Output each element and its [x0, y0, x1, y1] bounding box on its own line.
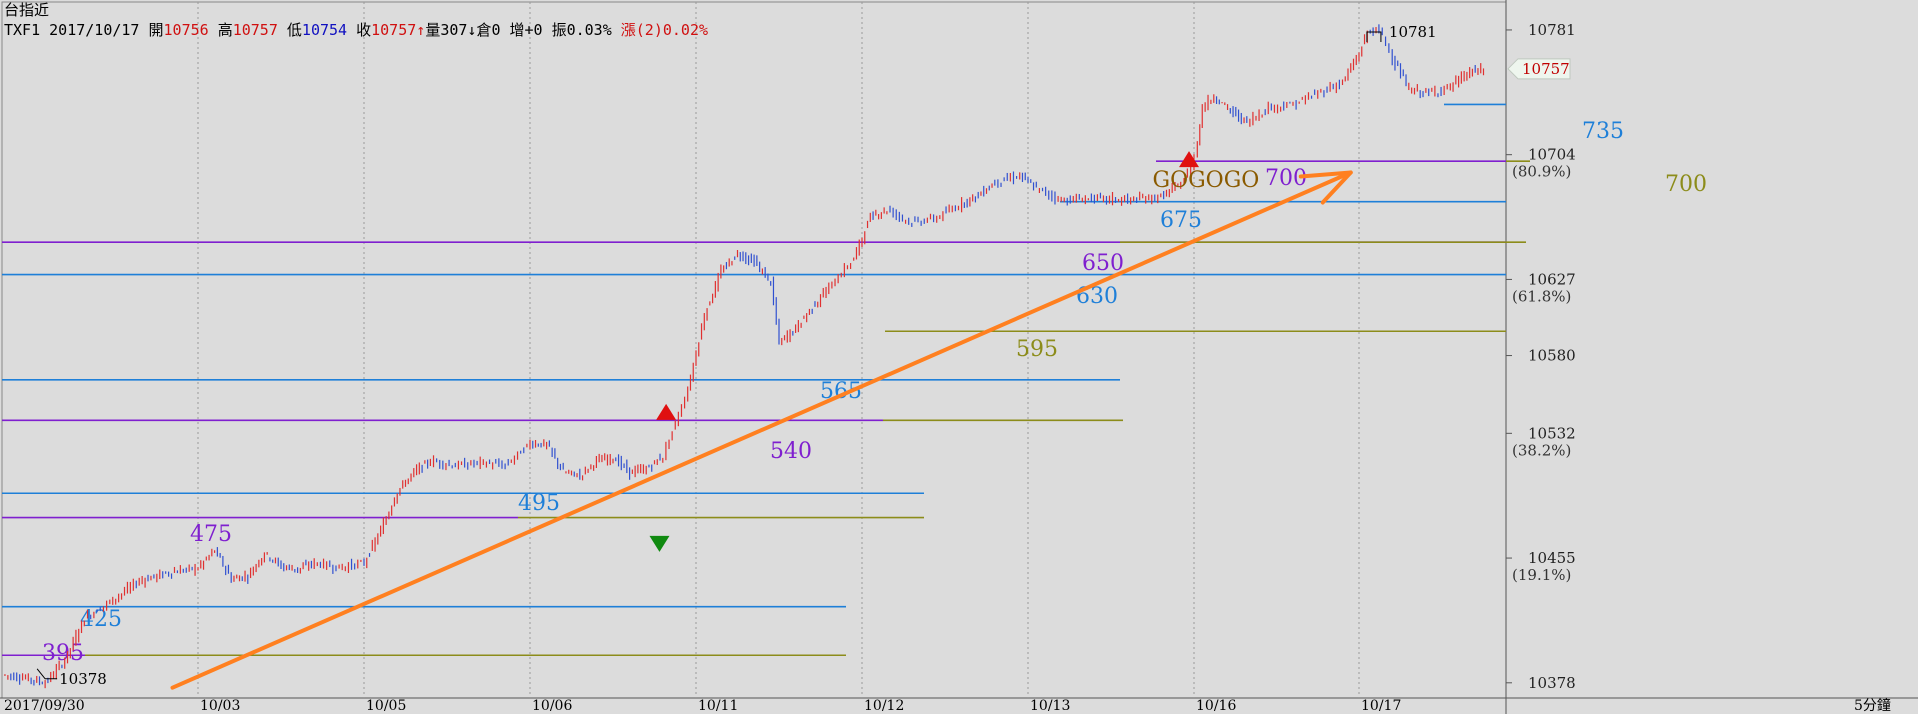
session-label: 10/12 — [864, 698, 904, 714]
session-label: 10/05 — [366, 698, 406, 714]
low-annotation: 10378 — [59, 670, 107, 688]
y-tick-label: 10580 — [1528, 347, 1576, 365]
close-value: 10757 — [371, 21, 417, 39]
y-tick-label: 10378 — [1528, 674, 1576, 692]
level-label-425: 425 — [80, 607, 122, 632]
up-arrow-icon: ↑ — [416, 21, 426, 39]
down-arrow-icon: ↓ — [467, 21, 477, 39]
last-price-tag — [1507, 58, 1571, 80]
high-label: 高 — [217, 21, 233, 39]
fib-ratio-label: (80.9%) — [1512, 163, 1571, 181]
high-marker-leader — [1366, 31, 1382, 42]
oi-change: 增+0 — [509, 21, 543, 39]
session-label: 10/11 — [698, 698, 738, 714]
session-label: 10/16 — [1196, 698, 1236, 714]
buy-signal-triangle-icon — [1179, 151, 1200, 168]
last-price-value: 10757 — [1522, 60, 1570, 78]
interval-label: 5分鐘 — [1854, 697, 1891, 714]
level-label-395: 395 — [42, 641, 84, 666]
session-label: 10/17 — [1361, 698, 1401, 714]
level-label-495: 495 — [518, 491, 560, 516]
amplitude: 振0.03% — [551, 21, 612, 39]
low-value: 10754 — [301, 21, 348, 39]
level-label-700: 700 — [1665, 172, 1707, 197]
y-tick-label: 10704 — [1528, 146, 1576, 164]
session-label: 2017/09/30 — [4, 698, 85, 714]
level-label-700: 700 — [1265, 166, 1307, 191]
sell-signal-triangle-icon — [649, 535, 670, 552]
quote-line: TXF1 2017/10/17 開10756 高10757 低10754 收10… — [4, 21, 708, 39]
trend-arrow-head-icon — [1298, 170, 1353, 205]
open-interest: 倉0 — [476, 21, 501, 39]
low-marker-leader — [36, 668, 58, 680]
high-annotation: 10781 — [1389, 23, 1437, 41]
chart-title: 台指近 — [4, 1, 50, 19]
level-label-650: 650 — [1082, 251, 1124, 276]
low-label: 低 — [286, 21, 302, 39]
close-label: 收 — [356, 21, 372, 39]
level-label-735: 735 — [1582, 119, 1624, 144]
y-tick-label: 10781 — [1528, 21, 1576, 39]
gogogo-annotation: GOGOGO — [1153, 168, 1260, 193]
price-change: 漲(2)0.02% — [620, 21, 709, 39]
trend-arrow-line — [170, 170, 1353, 690]
buy-signal-triangle-icon — [656, 403, 677, 420]
open-label: 開 — [148, 21, 164, 39]
fib-ratio-label: (19.1%) — [1512, 566, 1571, 584]
quote-date: 2017/10/17 — [49, 21, 140, 39]
fib-ratio-label: (38.2%) — [1512, 441, 1571, 459]
high-value: 10757 — [232, 21, 278, 39]
fib-ratio-label: (61.8%) — [1512, 287, 1571, 305]
y-tick-label: 10532 — [1528, 424, 1576, 442]
symbol: TXF1 — [4, 21, 41, 39]
volume: 量307 — [425, 21, 468, 39]
level-label-475: 475 — [190, 522, 232, 547]
session-label: 10/03 — [200, 698, 240, 714]
level-label-675: 675 — [1160, 208, 1202, 233]
level-label-595: 595 — [1016, 337, 1058, 362]
y-tick-label: 10627 — [1528, 270, 1576, 288]
y-tick-label: 10455 — [1528, 549, 1576, 567]
plot-area — [1, 1, 1507, 699]
level-label-540: 540 — [770, 439, 812, 464]
session-label: 10/06 — [532, 698, 572, 714]
open-value: 10756 — [163, 21, 209, 39]
session-label: 10/13 — [1030, 698, 1070, 714]
